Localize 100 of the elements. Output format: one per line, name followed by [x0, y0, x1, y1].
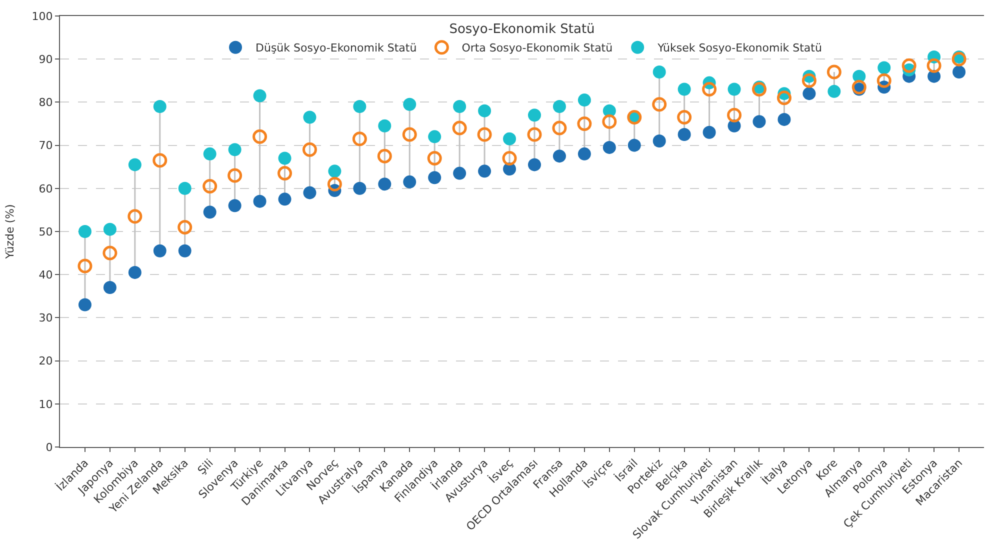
point	[428, 171, 442, 184]
point	[178, 182, 192, 195]
point	[302, 142, 317, 157]
point	[203, 147, 216, 160]
point	[952, 66, 966, 79]
point	[352, 132, 367, 146]
y-axis-title: Yüzde (%)	[3, 204, 16, 260]
point	[453, 100, 466, 114]
point	[926, 58, 942, 73]
point	[178, 220, 192, 234]
point	[252, 129, 268, 144]
point	[878, 61, 891, 74]
point	[652, 97, 667, 112]
y-tick-label: 100	[32, 10, 53, 23]
point	[776, 90, 792, 106]
point	[278, 152, 292, 165]
point	[78, 225, 92, 238]
point	[802, 73, 816, 88]
point	[852, 80, 866, 94]
point	[253, 194, 266, 208]
point	[552, 120, 567, 136]
y-tick-label: 90	[38, 52, 53, 66]
point	[428, 130, 442, 144]
y-tick-label: 60	[38, 182, 53, 196]
point	[353, 182, 366, 195]
point	[728, 82, 741, 96]
y-tick-label: 0	[46, 440, 53, 454]
point	[752, 115, 766, 128]
point	[578, 147, 591, 160]
point	[278, 192, 292, 206]
point	[427, 150, 442, 166]
point	[552, 100, 566, 114]
point	[103, 281, 116, 294]
point	[826, 64, 842, 80]
point	[378, 178, 392, 191]
point	[228, 199, 242, 212]
y-tick-label: 40	[38, 268, 53, 282]
point	[478, 164, 492, 178]
point	[303, 110, 316, 124]
point	[678, 82, 691, 96]
point	[153, 100, 166, 114]
point	[128, 209, 142, 224]
y-tick-label: 50	[38, 225, 53, 238]
point	[578, 94, 591, 107]
point	[253, 89, 266, 102]
point	[752, 82, 766, 97]
point	[452, 120, 467, 136]
point	[78, 298, 92, 312]
y-tick-label: 30	[38, 312, 53, 325]
point	[303, 186, 316, 200]
point	[876, 73, 892, 88]
point	[528, 108, 541, 122]
point	[152, 153, 168, 168]
point	[677, 110, 692, 125]
legend-label: Yüksek Sosyo-Ekonomik Statü	[656, 42, 822, 55]
point	[327, 176, 342, 192]
point	[652, 66, 666, 79]
point	[602, 114, 617, 129]
point	[527, 127, 542, 142]
point	[278, 166, 292, 181]
point	[727, 108, 742, 122]
point	[702, 82, 717, 97]
point	[128, 266, 142, 279]
point	[503, 132, 516, 146]
point	[402, 127, 417, 142]
point	[477, 127, 492, 142]
point	[453, 166, 466, 180]
point	[528, 158, 541, 172]
point	[403, 98, 416, 111]
point	[203, 206, 216, 219]
point	[702, 126, 716, 139]
point	[403, 175, 416, 188]
point	[128, 158, 142, 172]
point	[902, 58, 916, 73]
point	[628, 138, 641, 152]
point	[678, 128, 691, 142]
legend-label: Orta Sosyo-Ekonomik Statü	[462, 42, 613, 55]
point	[478, 104, 492, 118]
point	[103, 222, 116, 236]
legend-label: Düşük Sosyo-Ekonomik Statü	[256, 42, 417, 55]
point	[102, 246, 118, 260]
point	[602, 140, 616, 154]
point	[328, 164, 342, 178]
point	[577, 116, 592, 131]
point	[652, 134, 666, 148]
point	[178, 244, 192, 258]
point	[353, 100, 366, 114]
point	[828, 84, 841, 98]
point	[802, 87, 816, 100]
point	[228, 143, 242, 156]
y-tick-label: 70	[38, 139, 53, 152]
point	[778, 112, 791, 126]
point	[202, 178, 218, 194]
point	[78, 258, 92, 274]
y-tick-label: 80	[38, 96, 53, 110]
point	[952, 52, 966, 66]
point	[228, 168, 242, 183]
legend-title: Sosyo-Ekonomik Statü	[449, 22, 595, 37]
point	[153, 244, 166, 258]
y-tick-label: 10	[38, 398, 53, 411]
